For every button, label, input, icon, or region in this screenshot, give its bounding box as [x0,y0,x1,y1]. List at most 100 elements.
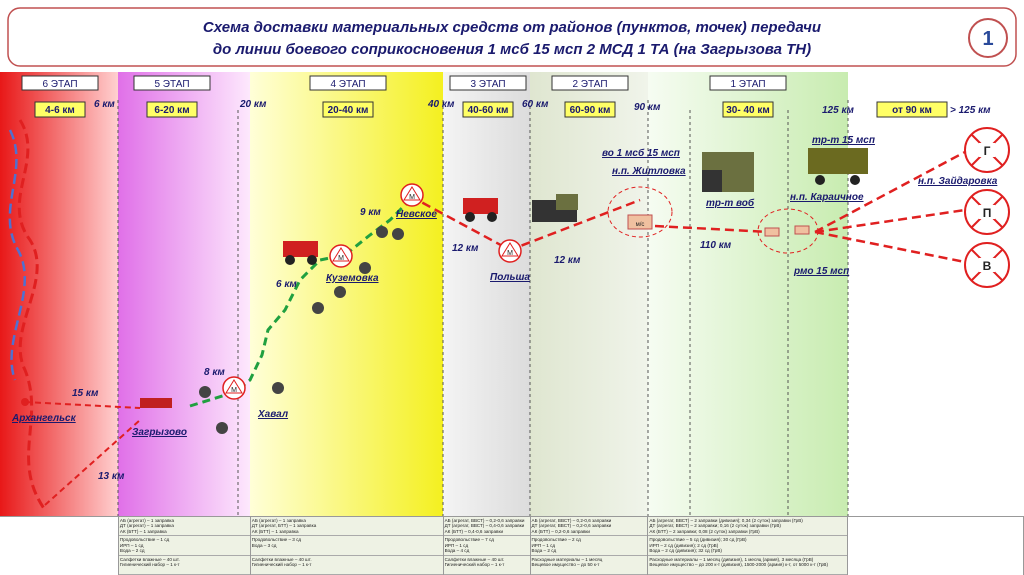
table-text: АБ (агрегат, ВВСТ) – 2 заправки (дивизия… [649,518,803,523]
zone [250,72,443,516]
table-text: Продовольствие – 7 сд [444,537,494,543]
range-box [322,101,374,118]
table-text: АК (БТТ) – 2 заправки; 0,08 (2 суток) за… [649,528,760,534]
table-text: АК (БТТ) – 1 заправка [119,528,167,534]
table-cell: Салфетки влажные – 40 шт. Гигиенический н… [118,555,250,575]
place-label: Польша [490,272,530,283]
stage-label: 2 ЭТАП [572,79,607,90]
range-box [564,101,616,118]
table-text: АК (БТТ) – 0,2-0,6 заправки [531,528,590,534]
place-label: Загрызово [132,427,187,438]
table-text: Вещевое имущество – до 50 к-т [531,562,600,568]
place-label: Куземовка [326,273,379,284]
table-text: Вода – 4 сд [444,548,470,554]
header-box [7,7,1017,67]
stage-range: 30- 40 км [726,105,770,116]
stage-range: 4-6 км [45,105,75,116]
table-cell: Продовольствие – 7 сд ИРП – 1 сд Вода – 4 … [443,536,530,556]
table-text: Вещевое имущество – до 200 к-т (дивизия)… [649,562,829,568]
table-text: Вода – 3 сд [251,542,277,548]
title: до линии боевого соприкосновения 1 мсб 1… [213,41,811,58]
front-line [17,119,47,511]
stage-range: 6-20 км [154,105,189,116]
point-label: М [409,194,415,201]
area [757,208,819,254]
segment-distance: 12 км [554,255,581,266]
place-label: н.п. Караичное [790,192,864,203]
place-label: тр-т 15 мсп [812,135,875,146]
table-column: АБ (агрегат) – 1 заправка ДТ (агрегат, БТ… [250,517,444,575]
route [24,401,141,506]
table-column: АБ (агрегат) – 1 заправка ДТ (агрегат) – … [118,517,251,575]
range-box [722,101,774,118]
table-text: Салфетки влажные – 40 шт. [119,556,180,562]
table-text: АК (БТТ) – 1 заправка [251,528,299,534]
range-box [876,101,948,118]
table-cell: Продовольствие – 1 сд ИРП – 1 сд Вода – 2 … [118,536,250,556]
table-text: Расходные материалы – 1 месяц (дивизия),… [649,556,814,562]
depot [764,227,780,237]
distance-mark: 40 км [427,99,455,110]
stage-range: 20-40 км [328,105,369,116]
place-label: Хавал [257,409,289,420]
target-label-bg [979,143,995,157]
stage-box [309,75,387,91]
point-label: М [507,250,513,257]
table-cell: АБ (агрегат, ВВСТ) – 0,2-0,6 заправки ДТ … [443,517,530,537]
table-cell: Продовольствие – 2 сд ИРП – 1 сд Вода – 2 … [530,536,648,556]
table-column [848,517,1024,575]
dividers [117,100,849,516]
stage-range: от 90 км [892,105,932,116]
segment-distance: 6 км [276,279,297,290]
table-text: ДТ (агрегат, БТТ) – 1 заправка [251,523,317,529]
distance-mark: 125 км [822,105,855,116]
table-column [0,517,119,575]
zone [0,72,118,516]
slide-badge [968,18,1008,58]
table-cell: Расходные материалы – 1 месяц (дивизия),… [648,555,848,575]
table-text: Продовольствие – 3 сд [251,537,302,543]
table-cell: АБ (агрегат, ВВСТ) – 0,2-0,6 заправки ДТ … [530,517,648,537]
table-column: АБ (агрегат, ВВСТ) – 0,2-0,6 заправки ДТ … [530,517,649,575]
table-text: Гигиенический набор – 1 к-т [119,562,180,568]
distance-mark: 20 км [239,99,267,110]
table-text: ДТ (агрегат) – 1 заправка [119,523,174,529]
table-text: АБ (агрегат, ВВСТ) – 0,2-0,6 заправки [531,518,612,523]
table-text: ИРП – 1 сд [119,542,144,548]
stage-box [21,75,99,91]
range-box [146,101,198,118]
place-label: н.п. Житловка [612,166,686,177]
table-text: Гигиенический набор – 1 к-т [251,562,312,568]
stage-label: 3 ЭТАП [470,79,505,90]
table-text: ИРП – 1 сд [531,542,556,548]
target-label-bg [979,258,995,272]
table-text: ИРП – 2 сд (дивизия); 2 сд (ГрВ) [649,542,719,548]
table-cell: Продовольствие – 5 сд (дивизия); 30 сд (… [648,536,848,556]
place-label: Невское [396,209,437,220]
table-text: Вода – 2 сд [119,548,145,554]
table-text: Салфетки влажные – 40 шт. [444,556,505,562]
table-text: АБ (агрегат) – 1 заправка [251,518,306,523]
soldiers [199,226,404,434]
table-text: ДТ (агрегат, ВВСТ) – 0,2-0,6 заправки [531,523,612,529]
stage-range: 60-90 км [570,105,611,116]
point-triangle [332,247,350,262]
range-box [462,101,514,118]
target-label: В [983,259,992,273]
zone [118,72,250,516]
table-cell: Продовольствие – 3 сд Вода – 3 сд [250,536,443,556]
table-text: Продовольствие – 2 сд [531,537,581,543]
zone [648,72,848,516]
vehicles [140,148,868,408]
segment-distance: 13 км [98,471,125,482]
table-text: Вода – 2 сд [531,548,557,554]
segment-distance: 8 км [204,367,225,378]
place-label: рмо 15 мсп [793,266,849,277]
point-triangle [501,242,519,257]
point-triangle [225,379,243,394]
segment-distance: 15 км [72,388,99,399]
table-text: АБ (агрегат, ВВСТ) – 0,2-0,6 заправки [444,518,525,523]
area [607,186,673,238]
zone [530,72,648,516]
diagram: Схема доставки материальных средств от р… [0,7,1017,516]
